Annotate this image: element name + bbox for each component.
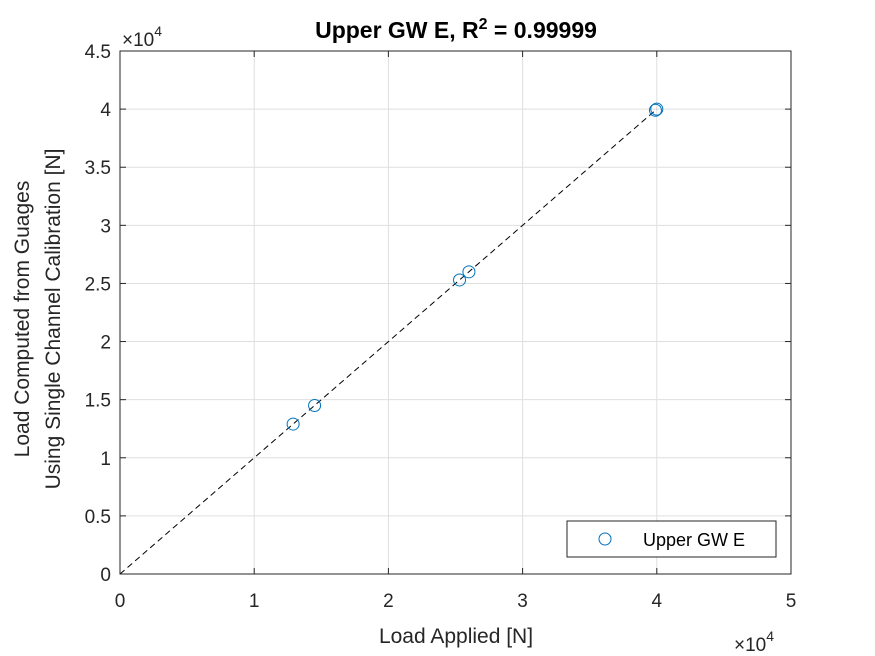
axes-box xyxy=(119,50,792,575)
legend: Upper GW E xyxy=(566,520,777,558)
legend-box xyxy=(566,520,777,558)
y-axis-label-line1: Load Computed from Guages xyxy=(11,181,34,458)
data-point xyxy=(648,103,662,117)
y-tick-label: 3 xyxy=(100,216,111,237)
legend-marker xyxy=(598,532,612,546)
data-point xyxy=(453,273,467,287)
x-tick-label: 0 xyxy=(115,591,126,612)
y-tick-label: 1 xyxy=(100,449,111,470)
x-axis-label: Load Applied [N] xyxy=(379,625,533,648)
y-tick-label: 1.5 xyxy=(85,391,111,412)
y-tick-label: 4 xyxy=(100,100,111,121)
y-tick-label: 2 xyxy=(100,333,111,354)
y-tick-label: 3.5 xyxy=(85,158,111,179)
x-tick-label: 1 xyxy=(249,591,260,612)
x-tick-label: 5 xyxy=(786,591,797,612)
x-tick-label: 3 xyxy=(517,591,528,612)
x-tick-label: 4 xyxy=(652,591,663,612)
data-series-upper-gw-e xyxy=(286,102,664,431)
y-tick-label: 0 xyxy=(100,565,111,586)
chart-title: Upper GW E, R2 = 0.99999 xyxy=(315,16,597,43)
legend-label: Upper GW E xyxy=(643,530,745,550)
data-point xyxy=(650,102,664,116)
y-tick-label: 0.5 xyxy=(85,507,111,528)
x-axis-exponent: ×104 xyxy=(734,628,774,656)
y-tick-label: 2.5 xyxy=(85,274,111,295)
y-tick-label: 4.5 xyxy=(85,42,111,63)
grid xyxy=(119,50,792,575)
x-tick-label: 2 xyxy=(383,591,394,612)
data-point xyxy=(462,265,476,279)
ticks: 0 1 2 3 4 5 0 0.5 1 1.5 2 2.5 3 3.5 4 4.5 xyxy=(85,42,797,612)
y-axis-exponent: ×104 xyxy=(122,23,162,51)
reference-line xyxy=(119,108,658,575)
data-point xyxy=(308,398,322,412)
data-point xyxy=(286,417,300,431)
y-axis-label-line2: Using Single Channel Calibration [N] xyxy=(42,149,65,490)
